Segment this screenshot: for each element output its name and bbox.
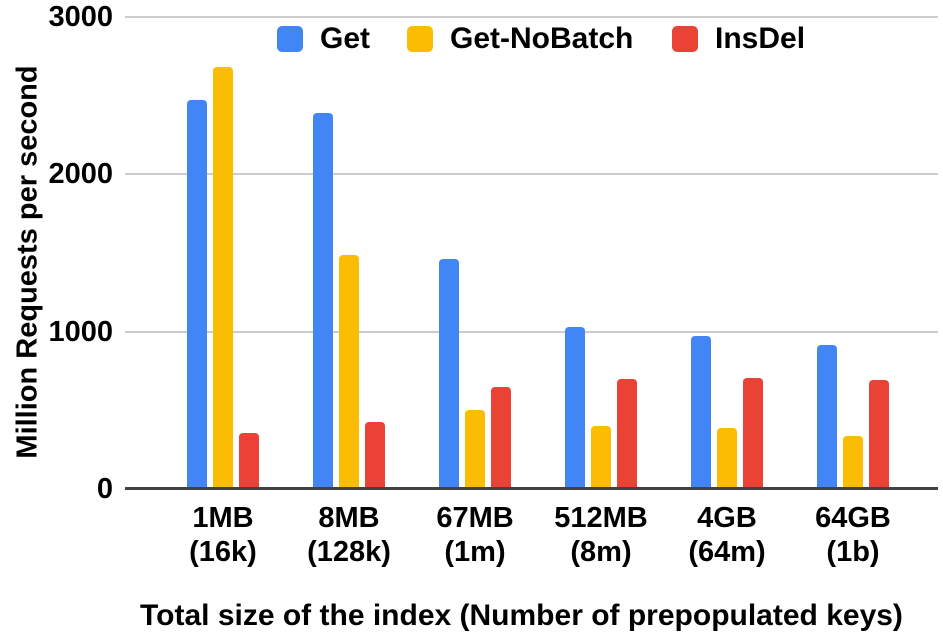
x-tick-label: 512MB (8m) xyxy=(554,502,648,568)
x-axis-line xyxy=(125,487,938,490)
legend-item-insdel: InsDel xyxy=(672,22,805,56)
bar-get-4 xyxy=(565,326,585,489)
x-axis-title: Total size of the index (Number of prepo… xyxy=(140,599,903,632)
bar-insdel-6 xyxy=(869,380,889,489)
plot-area xyxy=(125,16,938,490)
y-tick-label: 2000 xyxy=(48,158,113,191)
legend-label: Get xyxy=(320,22,371,55)
x-tick-label: 64GB (1b) xyxy=(815,502,891,568)
gridline xyxy=(125,173,938,176)
x-tick-label: 67MB (1m) xyxy=(436,502,514,568)
bar-insdel-3 xyxy=(491,386,511,489)
legend-label: InsDel xyxy=(715,22,806,55)
x-tick-label: 4GB (64m) xyxy=(688,502,766,568)
y-tick-label: 3000 xyxy=(48,1,113,33)
bar-get-nobatch-4 xyxy=(591,426,611,489)
y-tick-label: 1000 xyxy=(48,315,113,348)
bar-get-nobatch-2 xyxy=(339,254,359,489)
legend-item-get: Get xyxy=(277,22,370,56)
x-tick-label: 1MB (16k) xyxy=(189,502,257,568)
bar-get-6 xyxy=(817,345,837,489)
legend-swatch-icon xyxy=(277,26,303,52)
bar-get-nobatch-5 xyxy=(717,428,737,489)
y-tick-label: 0 xyxy=(96,473,113,505)
legend: Get Get-NoBatch InsDel xyxy=(0,0,943,60)
bar-insdel-5 xyxy=(743,378,763,489)
bar-insdel-1 xyxy=(239,433,259,489)
bar-insdel-4 xyxy=(617,378,637,489)
bar-get-3 xyxy=(439,259,459,489)
legend-item-get-nobatch: Get-NoBatch xyxy=(407,22,633,56)
bar-get-nobatch-6 xyxy=(843,435,863,489)
x-tick-label: 8MB (128k) xyxy=(307,502,391,568)
bar-get-nobatch-3 xyxy=(465,410,485,489)
bar-get-5 xyxy=(691,336,711,489)
gridline xyxy=(125,330,938,333)
legend-swatch-icon xyxy=(672,26,698,52)
bar-get-1 xyxy=(187,100,207,489)
y-axis-title: Million Requests per second xyxy=(11,65,44,459)
gridline xyxy=(125,16,938,18)
bar-get-nobatch-1 xyxy=(213,67,233,489)
legend-swatch-icon xyxy=(407,26,433,52)
bar-get-2 xyxy=(313,112,333,489)
bar-insdel-2 xyxy=(365,422,385,489)
legend-label: Get-NoBatch xyxy=(450,22,634,55)
